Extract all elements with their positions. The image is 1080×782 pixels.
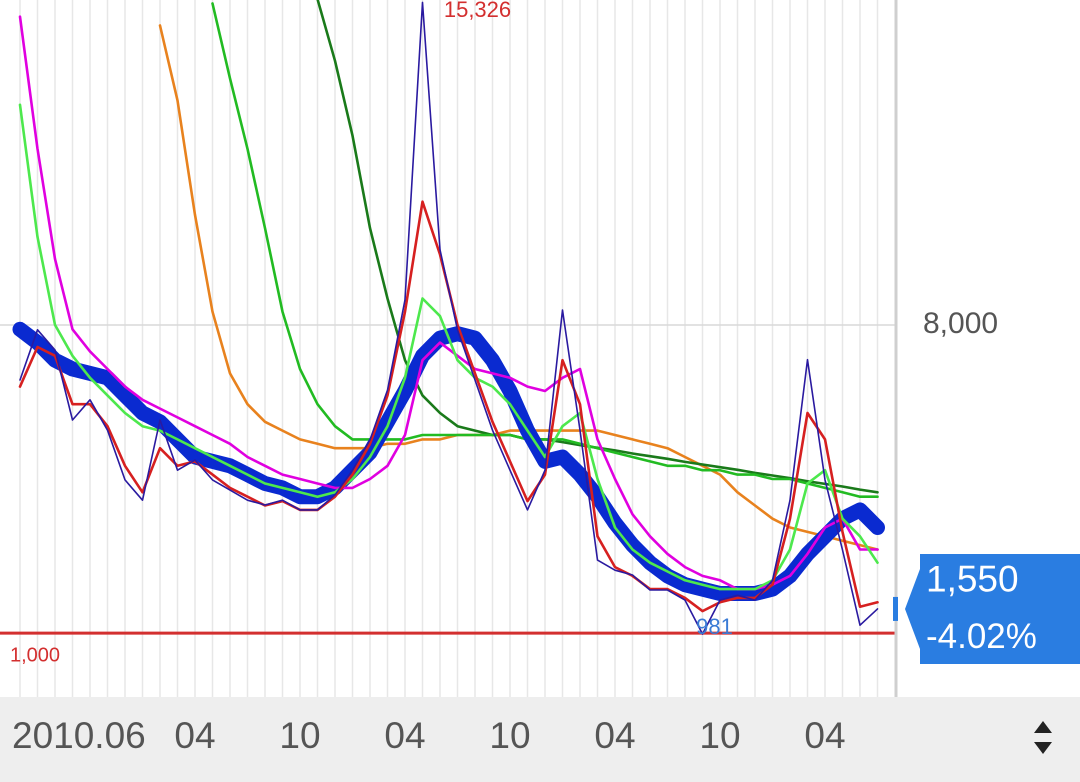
series-line [18, 103, 879, 591]
plot-area [0, 0, 895, 635]
last-price-box [905, 553, 1080, 664]
x-tick-label: 04 [804, 715, 845, 756]
series-line [19, 1, 879, 635]
series-line [18, 15, 879, 591]
last-change: -4.02% [926, 617, 1037, 656]
x-tick-label: 2010.06 [12, 715, 146, 756]
x-tick-label: 04 [594, 715, 635, 756]
x-axis: 2010.06 04 10 04 10 04 10 04 [12, 715, 846, 756]
series-line [158, 24, 879, 551]
x-tick-label: 04 [384, 715, 425, 756]
value-label: 981 [696, 614, 733, 639]
series-line [211, 2, 879, 498]
last-price-marker [893, 596, 898, 621]
x-tick-label: 10 [489, 715, 530, 756]
period-toggle[interactable] [1034, 721, 1052, 754]
last-price: 1,550 [926, 559, 1019, 600]
x-axis-bar [0, 697, 1080, 782]
x-tick-label: 10 [699, 715, 740, 756]
down-arrow[interactable] [1034, 742, 1052, 754]
reference-label: 1,000 [10, 644, 60, 666]
overlay: 8,000 1,000 15,326 981 1,550 -4.02% [10, 0, 1080, 666]
x-tick-label: 04 [174, 715, 215, 756]
y-tick-label: 8,000 [923, 307, 998, 340]
x-tick-label: 10 [279, 715, 320, 756]
up-arrow[interactable] [1034, 721, 1052, 733]
value-label: 15,326 [444, 0, 511, 22]
